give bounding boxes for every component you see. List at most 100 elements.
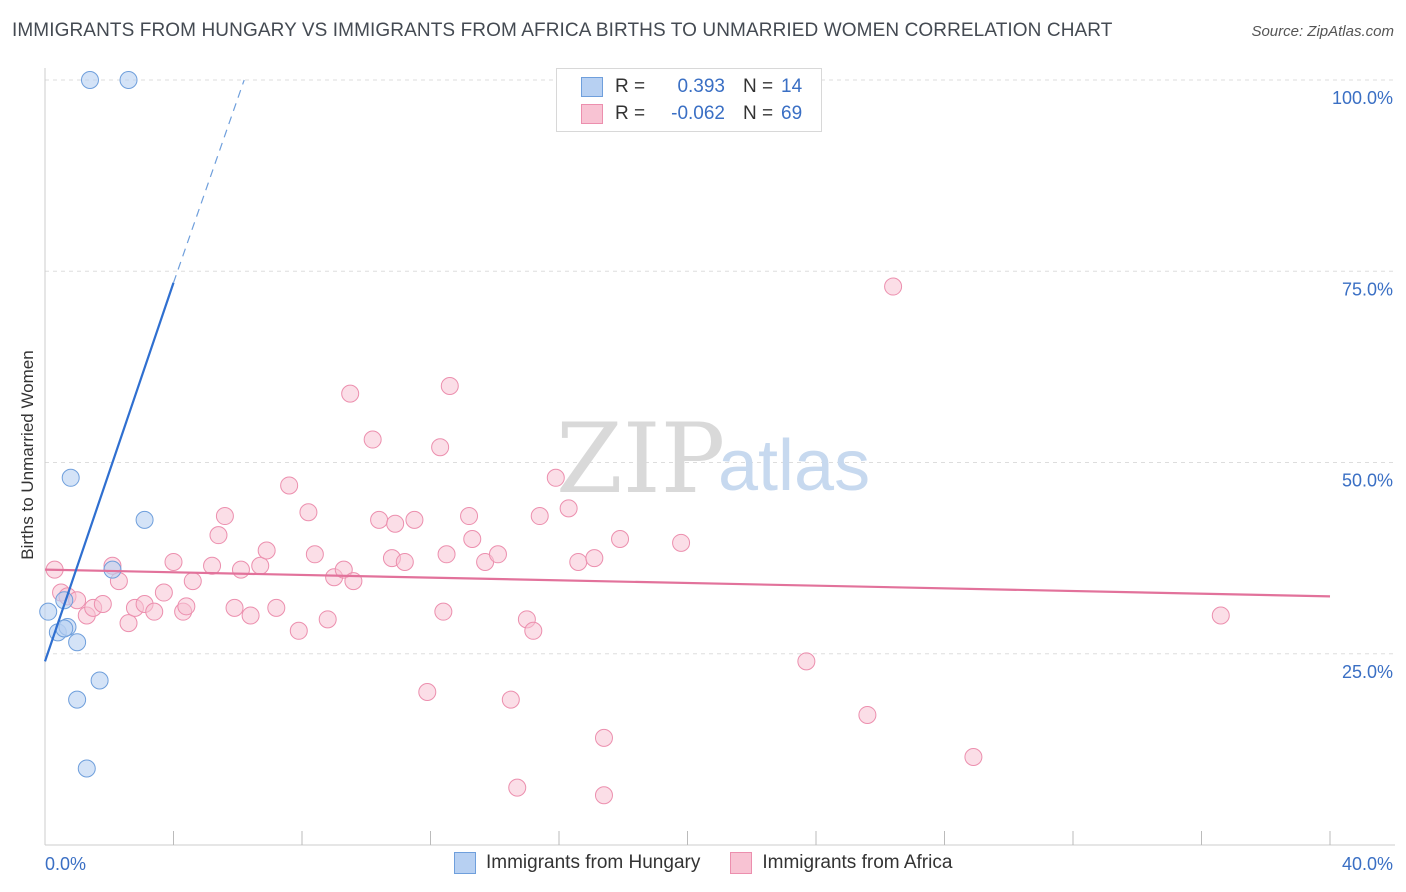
legend-n-value-africa: 69 [781,103,803,124]
data-point-africa [858,705,877,724]
data-point-africa [460,507,479,526]
data-point-africa [501,690,520,709]
legend-n-label: N = [743,103,774,124]
legend-label-hungary: Immigrants from Hungary [486,852,701,873]
data-point-africa [405,510,424,529]
data-point-africa [231,560,250,579]
data-point-hungary [68,690,87,709]
data-point-africa [257,541,276,560]
legend-swatch-africa [730,852,753,874]
data-point-africa [440,377,459,395]
data-point-africa [546,468,565,487]
legend-item-hungary[interactable]: Immigrants from Hungary [454,852,700,874]
watermark: ZIP atlas [556,403,870,515]
hungary-points [39,71,154,778]
data-point-hungary [55,591,74,610]
data-point-africa [672,533,691,552]
data-point-africa [241,606,260,625]
data-point-africa [145,602,164,621]
data-point-africa [203,556,222,575]
data-point-africa [164,552,183,571]
correlation-legend: R = 0.393 N = 14 R = -0.062 N = 69 [556,68,822,132]
data-point-africa [524,621,543,640]
data-point-africa [93,595,112,614]
data-point-africa [559,499,578,518]
source-label: Source: ZipAtlas.com [1251,23,1394,40]
data-point-africa [341,384,360,403]
legend-swatch-africa [581,104,603,124]
legend-n-label: N = [743,76,774,97]
data-point-africa [569,552,588,571]
data-point-africa [530,507,549,526]
legend-swatch-hungary [454,852,476,874]
data-point-africa [334,560,353,579]
data-point-africa [183,572,202,591]
data-point-hungary [80,71,99,89]
data-point-africa [431,438,450,457]
chart-title: IMMIGRANTS FROM HUNGARY VS IMMIGRANTS FR… [12,20,1113,41]
data-point-africa [280,476,299,495]
watermark-zip: ZIP [556,403,725,515]
data-point-africa [964,748,983,767]
legend-n-value-hungary: 14 [781,76,803,97]
data-point-africa [418,683,437,701]
data-point-africa [594,728,613,747]
data-point-hungary [119,71,138,89]
data-point-africa [797,652,816,671]
data-point-africa [209,526,228,545]
legend-swatch-hungary [581,77,603,97]
data-point-africa [225,598,244,617]
data-point-africa [363,430,382,449]
data-point-africa [305,545,324,564]
tick-labels: 25.0% 50.0% 75.0% 100.0% 0.0% 40.0% [45,88,1393,874]
data-point-africa [267,598,286,617]
legend-r-label: R = [615,103,646,124]
legend-item-africa[interactable]: Immigrants from Africa [730,852,952,874]
data-point-africa [251,556,270,575]
legend-label-africa: Immigrants from Africa [762,852,953,873]
data-point-africa [1211,606,1230,625]
data-point-africa [508,778,527,797]
trend-line-africa [44,568,1331,598]
data-point-africa [289,621,308,640]
data-point-africa [370,510,389,529]
data-point-africa [119,614,138,633]
legend-r-value-hungary: 0.393 [677,76,725,97]
trend-line-hungary [43,282,175,662]
y-tick-label: 25.0% [1342,662,1393,682]
trend-lines [43,79,1331,662]
series-legend: Immigrants from Hungary Immigrants from … [454,852,982,874]
data-point-africa [299,503,318,522]
data-point-africa [585,549,604,568]
data-point-hungary [68,633,87,652]
data-point-africa [215,507,234,526]
data-point-hungary [135,510,154,529]
x-tick-label-min: 0.0% [45,854,86,874]
data-point-africa [177,597,196,616]
data-point-hungary [103,560,122,579]
data-point-africa [488,545,507,564]
data-point-africa [434,602,453,621]
legend-row-africa: R = -0.062 N = 69 [581,102,802,126]
data-point-hungary [61,468,80,487]
data-point-africa [318,610,337,629]
y-tick-label: 100.0% [1332,88,1393,108]
data-point-africa [154,583,173,602]
x-tick-label-max: 40.0% [1342,854,1393,874]
y-tick-label: 75.0% [1342,279,1393,299]
legend-r-value-africa: -0.062 [671,103,725,124]
data-point-africa [463,530,482,548]
data-point-hungary [90,671,109,690]
africa-points [45,277,1230,805]
data-point-africa [884,277,903,296]
data-point-africa [437,545,456,564]
data-point-africa [395,552,414,571]
axes [44,68,1395,846]
data-point-africa [386,514,405,533]
trend-line-hungary-extension [172,79,245,283]
watermark-atlas: atlas [718,426,870,506]
y-tick-label: 50.0% [1342,471,1393,491]
data-point-hungary [39,602,58,621]
legend-r-label: R = [615,76,646,97]
